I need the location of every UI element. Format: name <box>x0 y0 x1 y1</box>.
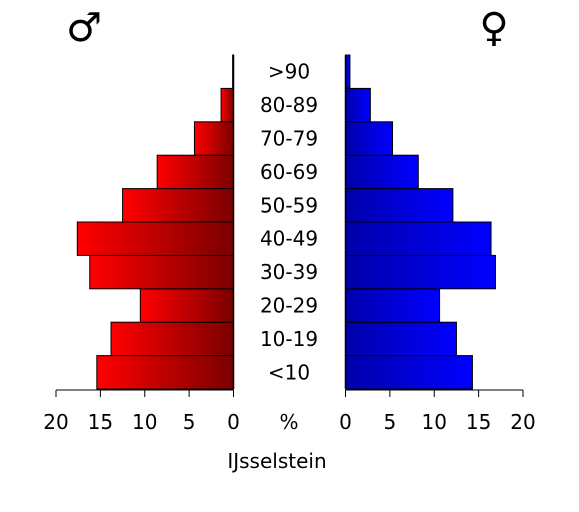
male-bar-70-79 <box>193 121 234 156</box>
female-bar-10-19 <box>345 321 457 357</box>
male-bar-10-19 <box>110 321 234 357</box>
female-x-axis: 0 5 10 15 20 <box>339 389 536 434</box>
male-tick-label-15: 15 <box>88 410 113 434</box>
age-label-80-89: 80-89 <box>260 93 318 117</box>
age-label-30-39: 30-39 <box>260 260 318 284</box>
age-label->90: >90 <box>268 60 310 84</box>
female-bars <box>345 54 496 390</box>
male-tick-label-20: 20 <box>43 410 68 434</box>
axis-unit-label: % <box>279 410 298 434</box>
female-symbol: ♀ <box>479 5 508 51</box>
female-bar-<10 <box>345 355 473 390</box>
male-x-axis: 20 15 10 5 0 <box>43 389 240 434</box>
age-group-labels: <10 10-19 20-29 30-39 40-49 50-59 60-69 70-79 80… <box>260 60 318 385</box>
female-bar-40-49 <box>345 221 492 256</box>
male-tick-label-10: 10 <box>132 410 157 434</box>
female-bar-50-59 <box>345 188 454 223</box>
male-bar-20-29 <box>139 288 234 323</box>
female-bar-30-39 <box>345 254 496 290</box>
age-label-10-19: 10-19 <box>260 327 318 351</box>
male-bar-80-89 <box>220 87 234 123</box>
female-bar-20-29 <box>345 288 441 323</box>
age-label-60-69: 60-69 <box>260 160 318 184</box>
male-bar-<10 <box>96 355 234 390</box>
female-bar-80-89 <box>345 87 371 123</box>
female-tick-label-5: 5 <box>384 410 397 434</box>
chart-title: IJsselstein <box>227 449 326 473</box>
male-bar-60-69 <box>156 154 234 190</box>
male-bar-50-59 <box>122 188 234 223</box>
age-label-<10: <10 <box>268 360 310 384</box>
male-symbol: ♂ <box>66 5 102 51</box>
male-tick-label-5: 5 <box>183 410 196 434</box>
age-label-70-79: 70-79 <box>260 127 318 151</box>
age-label-50-59: 50-59 <box>260 193 318 217</box>
male-tick-label-0: 0 <box>227 410 240 434</box>
female-tick-label-0: 0 <box>339 410 352 434</box>
female-tick-label-15: 15 <box>466 410 491 434</box>
female-bar-70-79 <box>345 121 394 156</box>
female-tick-label-20: 20 <box>510 410 535 434</box>
female-tick-label-10: 10 <box>422 410 447 434</box>
male-bars <box>76 54 235 390</box>
age-label-40-49: 40-49 <box>260 227 318 251</box>
male-bar-40-49 <box>76 221 234 256</box>
male-bar-30-39 <box>89 254 234 290</box>
female-bar-60-69 <box>345 154 419 190</box>
age-label-20-29: 20-29 <box>260 294 318 318</box>
